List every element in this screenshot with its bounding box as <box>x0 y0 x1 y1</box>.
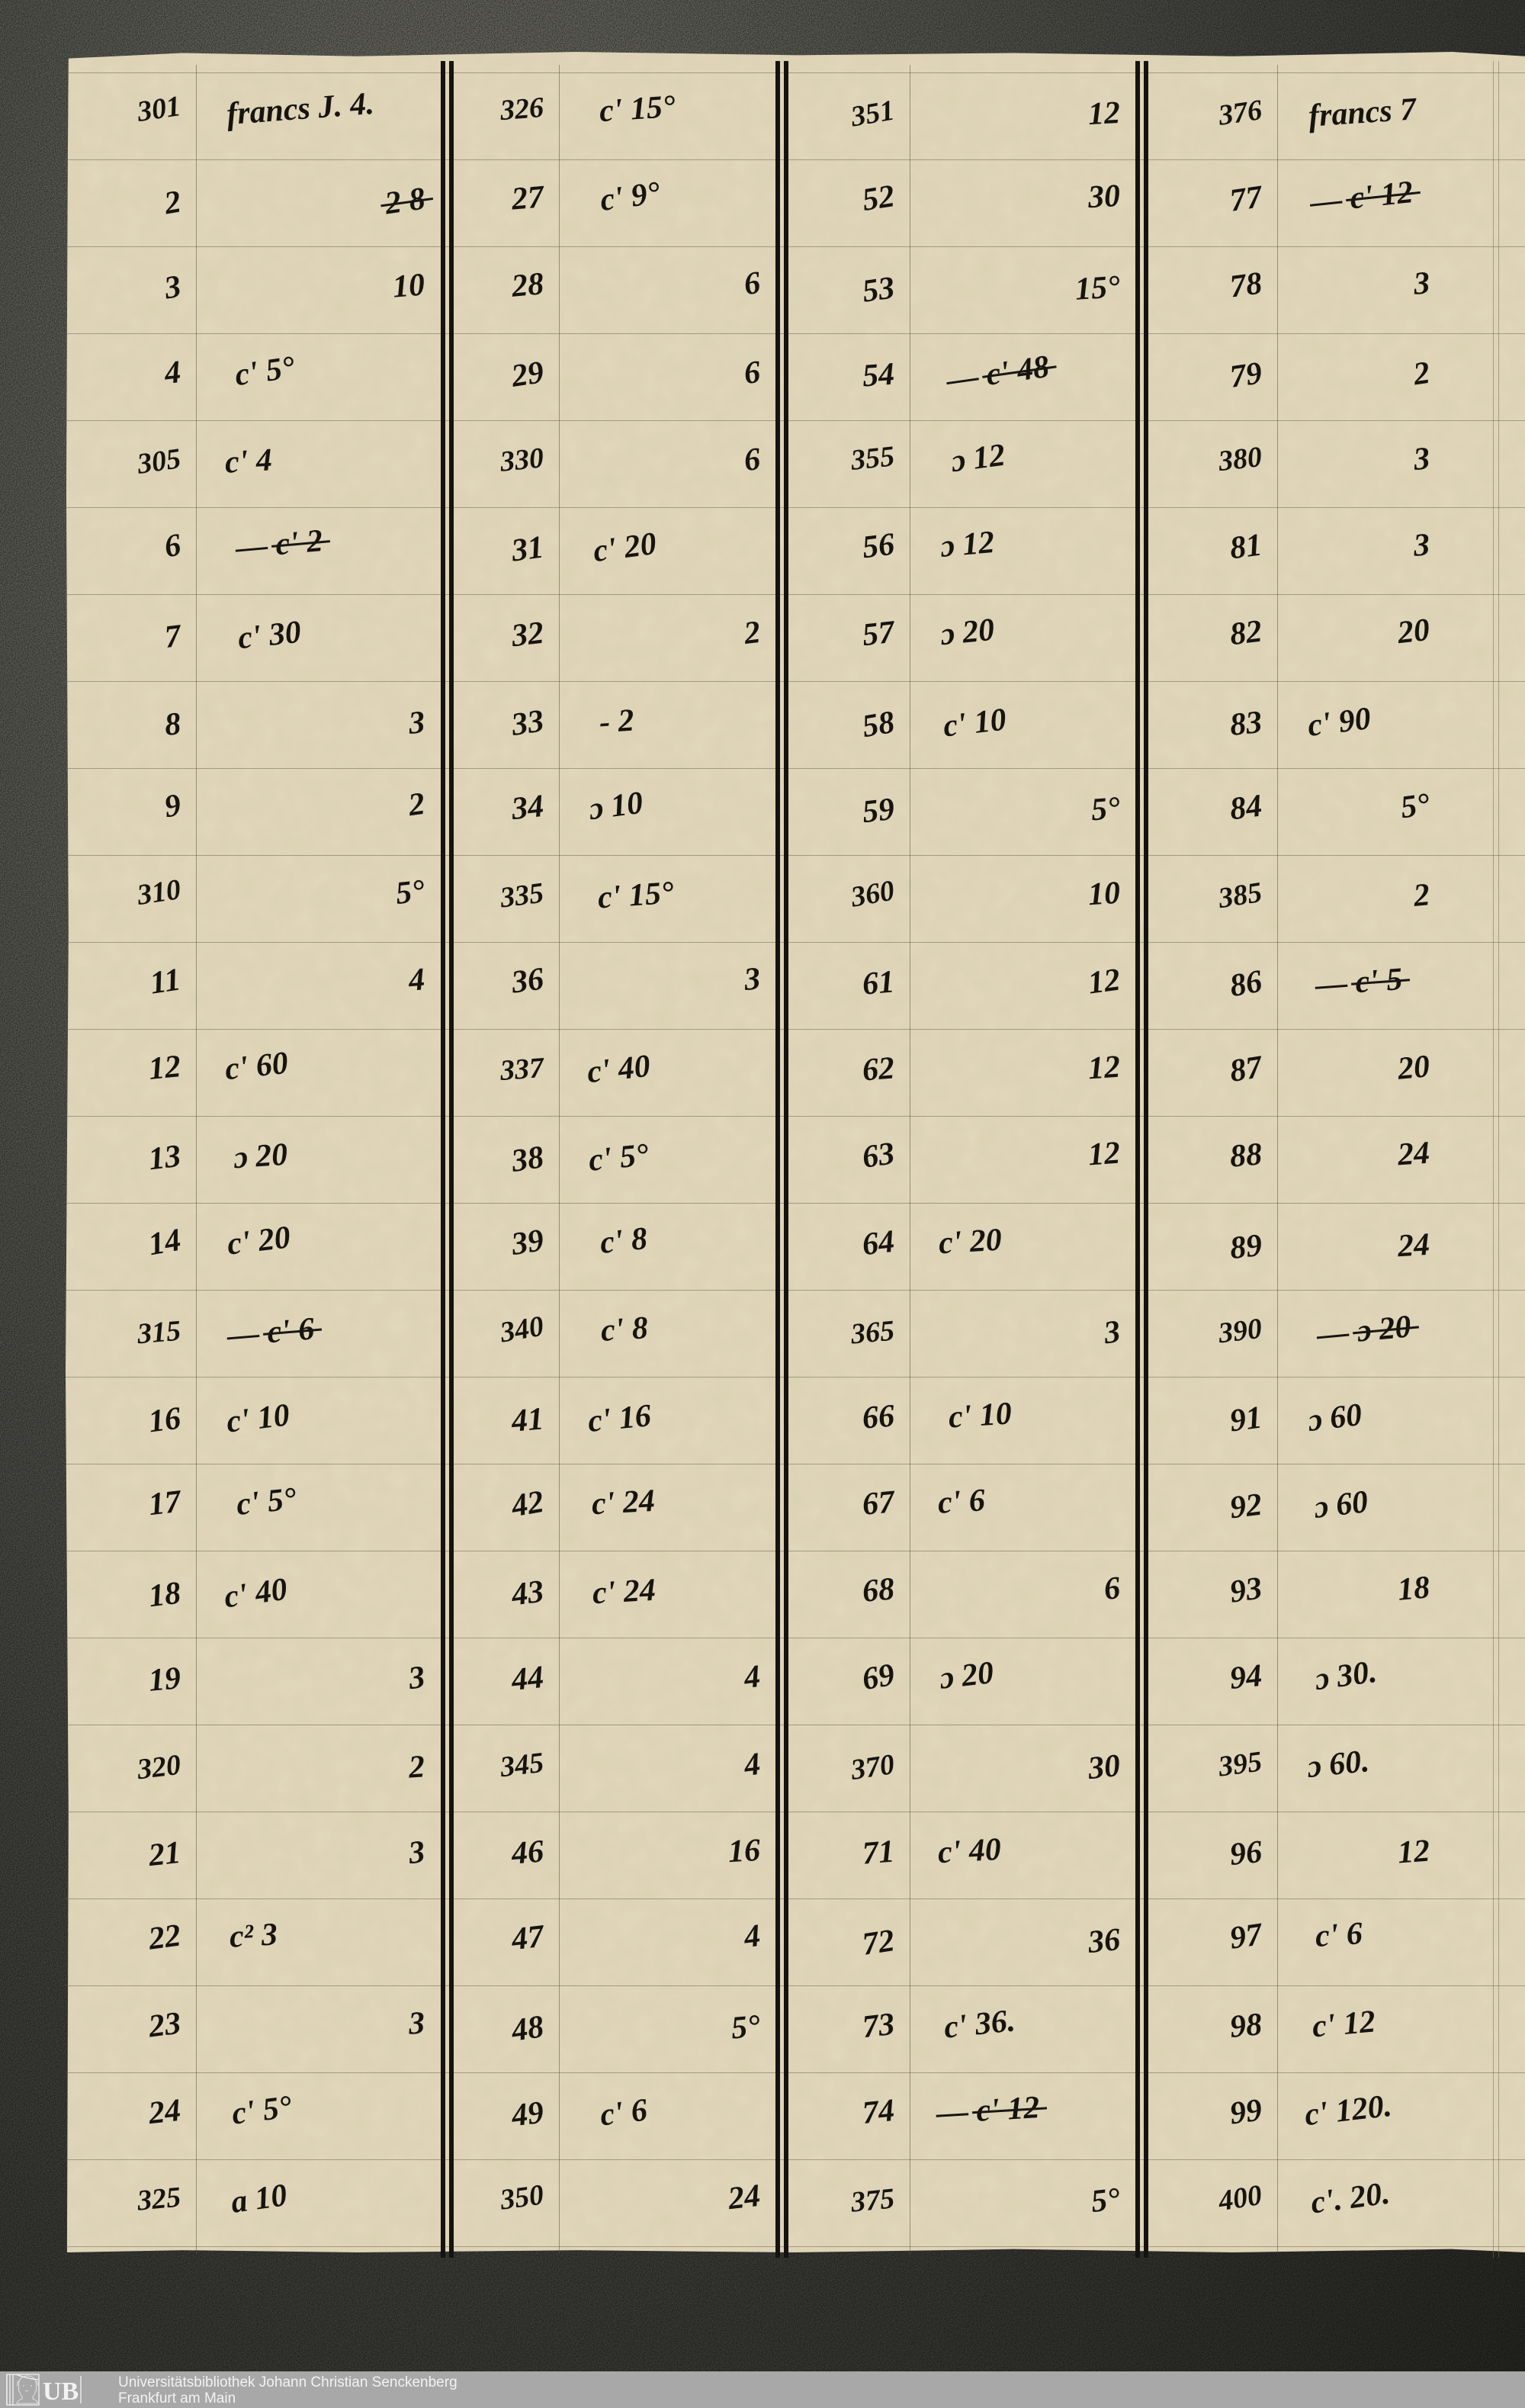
svg-text:UB: UB <box>43 2377 79 2406</box>
